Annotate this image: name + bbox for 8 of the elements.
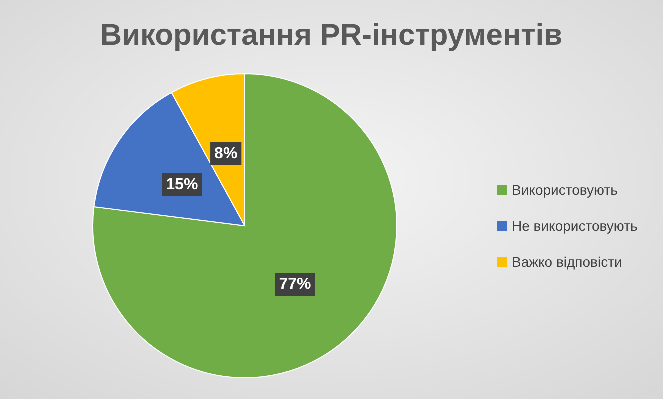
data-label: 8%: [214, 145, 238, 162]
data-label: 77%: [279, 276, 312, 294]
slice-label: Використовують: [512, 182, 618, 198]
chart-title: Використання PR-інструментів: [100, 19, 563, 52]
legend-label: Важко відповісти: [512, 254, 622, 270]
pie-slice: [92, 74, 398, 378]
data-label: 15%: [166, 176, 198, 194]
legend-label: Не використовують: [512, 218, 638, 234]
